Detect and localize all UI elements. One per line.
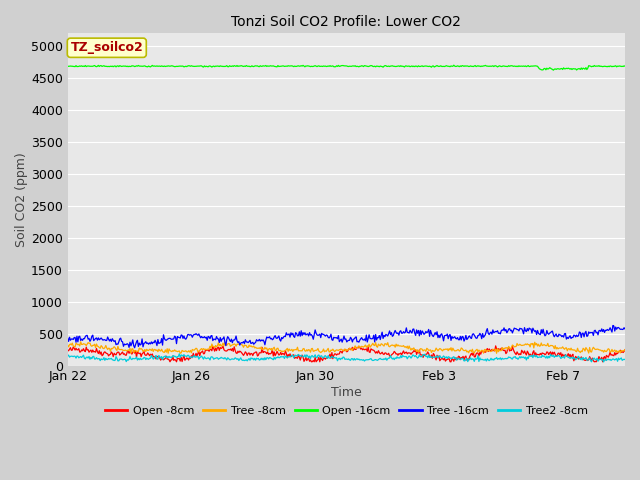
Text: TZ_soilco2: TZ_soilco2 xyxy=(70,41,143,54)
Legend: Open -8cm, Tree -8cm, Open -16cm, Tree -16cm, Tree2 -8cm: Open -8cm, Tree -8cm, Open -16cm, Tree -… xyxy=(100,401,592,420)
Title: Tonzi Soil CO2 Profile: Lower CO2: Tonzi Soil CO2 Profile: Lower CO2 xyxy=(232,15,461,29)
X-axis label: Time: Time xyxy=(331,386,362,399)
Y-axis label: Soil CO2 (ppm): Soil CO2 (ppm) xyxy=(15,152,28,247)
